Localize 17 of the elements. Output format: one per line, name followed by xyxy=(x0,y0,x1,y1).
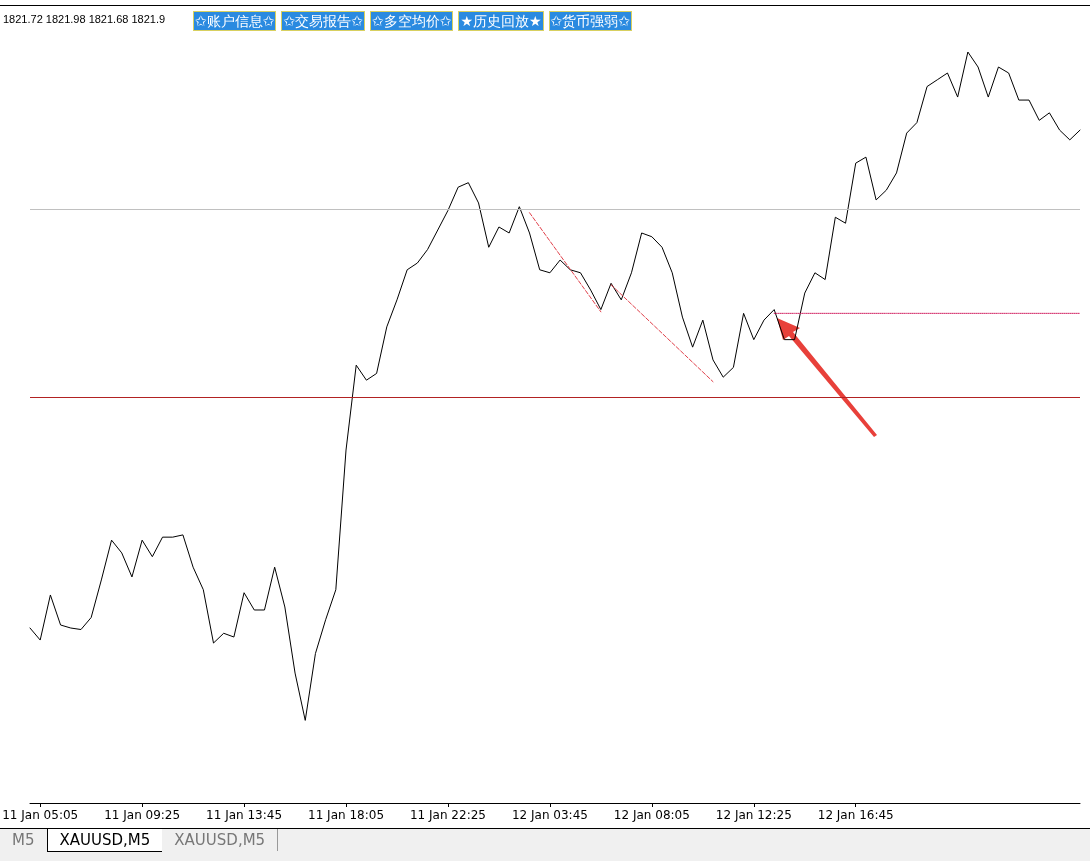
x-tick-label: 11 Jan 22:25 xyxy=(409,808,486,822)
text: ✩多空均价✩ xyxy=(369,11,454,31)
text: ✩账户信息✩ xyxy=(193,11,277,31)
text: ✩交易报告✩ xyxy=(281,11,365,31)
x-tick-label: 12 Jan 12:25 xyxy=(715,808,792,822)
x-tick-label: 11 Jan 18:05 xyxy=(308,808,385,822)
text: XAUUSD,M5 xyxy=(162,829,279,851)
x-tick-label: 11 Jan 13:45 xyxy=(206,808,283,822)
text: ✩货币强弱✩ xyxy=(548,11,632,31)
x-tick-label: 11 Jan 09:25 xyxy=(104,808,181,822)
text: ★历史回放★ xyxy=(458,11,544,31)
x-tick-label: 12 Jan 08:05 xyxy=(613,808,690,822)
x-tick-label: 11 Jan 05:05 xyxy=(2,808,79,822)
text: 1821.72 1821.98 1821.68 1821.9 xyxy=(3,13,166,25)
x-tick-label: 12 Jan 03:45 xyxy=(511,808,588,822)
x-tick-label: 12 Jan 16:45 xyxy=(817,808,894,822)
text: M5 xyxy=(11,830,36,851)
